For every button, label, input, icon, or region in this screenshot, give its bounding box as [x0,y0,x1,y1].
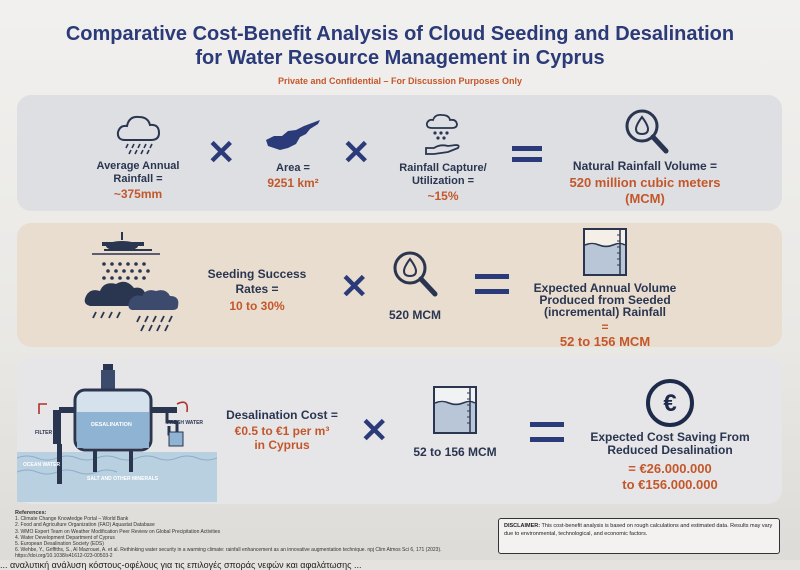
euro-coin-icon: € [646,379,694,427]
average-rainfall-value: ~375mm [113,187,163,201]
desalination-cost-value: €0.5 to €1 per m³ in Cyprus [234,424,330,452]
natural-rainfall-result: Natural Rainfall Volume = 520 million cu… [540,159,750,207]
background-text-strip: ... αναλυτική ανάλυση κόστους-οφέλους γι… [0,560,800,570]
natural-rainfall-panel [17,95,782,211]
average-rainfall-label: Average Annual Rainfall = [96,160,180,185]
salt-minerals-label: SALT AND OTHER MINERALS [87,476,159,482]
svg-text:€: € [663,390,676,417]
cost-saving-value-max: to €156.000.000 [622,477,718,492]
cost-saving-label: Expected Cost Saving From Reduced Desali… [590,430,750,457]
equals-sign [475,274,509,294]
natural-rainfall-label: Natural Rainfall Volume = [572,159,718,173]
water-tank-icon [433,386,477,434]
ocean-water-label: OCEAN WATER [23,462,61,468]
cloud-seeding-plane-icon [84,232,179,332]
cyprus-map-icon [266,120,320,150]
seeded-rainfall-equals: = [601,320,609,334]
desalination-plant-diagram: DESALINATION FILTER FRESH WATER OCEAN WA… [17,364,217,502]
desalination-cost-block: Desalination Cost = €0.5 to €1 per m³ in… [222,408,342,452]
area-block: Area = 9251 km² [248,162,338,190]
reference-item: 6. Wehbe, Y., Griffiths, S., Al Mazrouei… [15,547,442,554]
seeded-rainfall-result: Expected Annual Volume Produced from See… [520,282,690,348]
multiply-sign: ✕ [207,134,236,172]
natural-rainfall-value: 520 million cubic meters (MCM) [569,175,721,206]
multiply-sign: ✕ [360,412,389,450]
disclaimer-heading: DISCLAIMER: [504,523,541,529]
title-line-2: for Water Resource Management in Cyprus [195,47,605,69]
fresh-water-label: FRESH WATER [167,420,203,426]
desalination-cost-label: Desalination Cost = [226,408,338,422]
capture-label: Rainfall Capture/ Utilization = [399,162,487,187]
multiply-sign: ✕ [340,268,369,306]
average-rainfall-block: Average Annual Rainfall = ~375mm [78,160,198,201]
references-heading: References: [15,510,47,516]
cost-saving-value-min: = €26.000.000 [628,461,712,476]
reference-item: 3. WMO Expert Team on Weather Modificati… [15,528,221,535]
page-title: Comparative Cost-Benefit Analysis of Clo… [0,22,800,70]
references: References: 1. Climate Change Knowledge … [15,510,485,560]
capture-value: ~15% [427,189,459,203]
reference-link: https://doi.org/10.1038/s41612-023-00503… [15,553,113,560]
multiply-sign: ✕ [342,134,371,172]
desalination-volume-value: 52 to 156 MCM [413,445,497,459]
cloud-seeding-panel [17,223,782,347]
magnifier-droplet-icon [393,251,438,297]
seeding-success-value: 10 to 30% [229,299,285,313]
reference-item: 4. Water Development Department of Cypru… [15,534,115,541]
reference-item: 1. Climate Change Knowledge Portal – Wor… [15,516,129,523]
seeding-success-block: Seeding Success Rates = 10 to 30% [192,267,322,314]
disclaimer-text: This cost-benefit analysis is based on r… [504,523,773,537]
seeding-volume-value: 520 MCM [388,308,441,322]
capture-block: Rainfall Capture/ Utilization = ~15% [388,162,498,203]
area-value: 9251 km² [267,176,319,190]
equals-sign [530,422,564,442]
desalination-label: DESALINATION [91,422,132,428]
reference-item: 5. European Desalination Society (EDS) [15,541,104,548]
seeded-rainfall-label: Expected Annual Volume Produced from See… [533,281,677,319]
water-tank-icon [583,228,627,276]
reference-item: 2. Food and Agriculture Organization (FA… [15,522,155,529]
equals-sign [512,146,542,162]
rain-capture-hand-icon [425,113,460,155]
confidentiality-note: Private and Confidential – For Discussio… [277,76,523,86]
magnifier-droplet-icon [625,109,669,154]
title-line-1: Comparative Cost-Benefit Analysis of Clo… [65,23,735,45]
filter-label: FILTER [35,430,53,436]
disclaimer-box: DISCLAIMER: This cost-benefit analysis i… [498,518,780,554]
rain-cloud-icon [116,115,161,155]
seeding-success-label: Seeding Success Rates = [207,267,307,296]
area-label: Area = [276,162,310,174]
seeded-rainfall-value: 52 to 156 MCM [559,334,651,349]
cost-saving-result: Expected Cost Saving From Reduced Desali… [585,430,755,492]
